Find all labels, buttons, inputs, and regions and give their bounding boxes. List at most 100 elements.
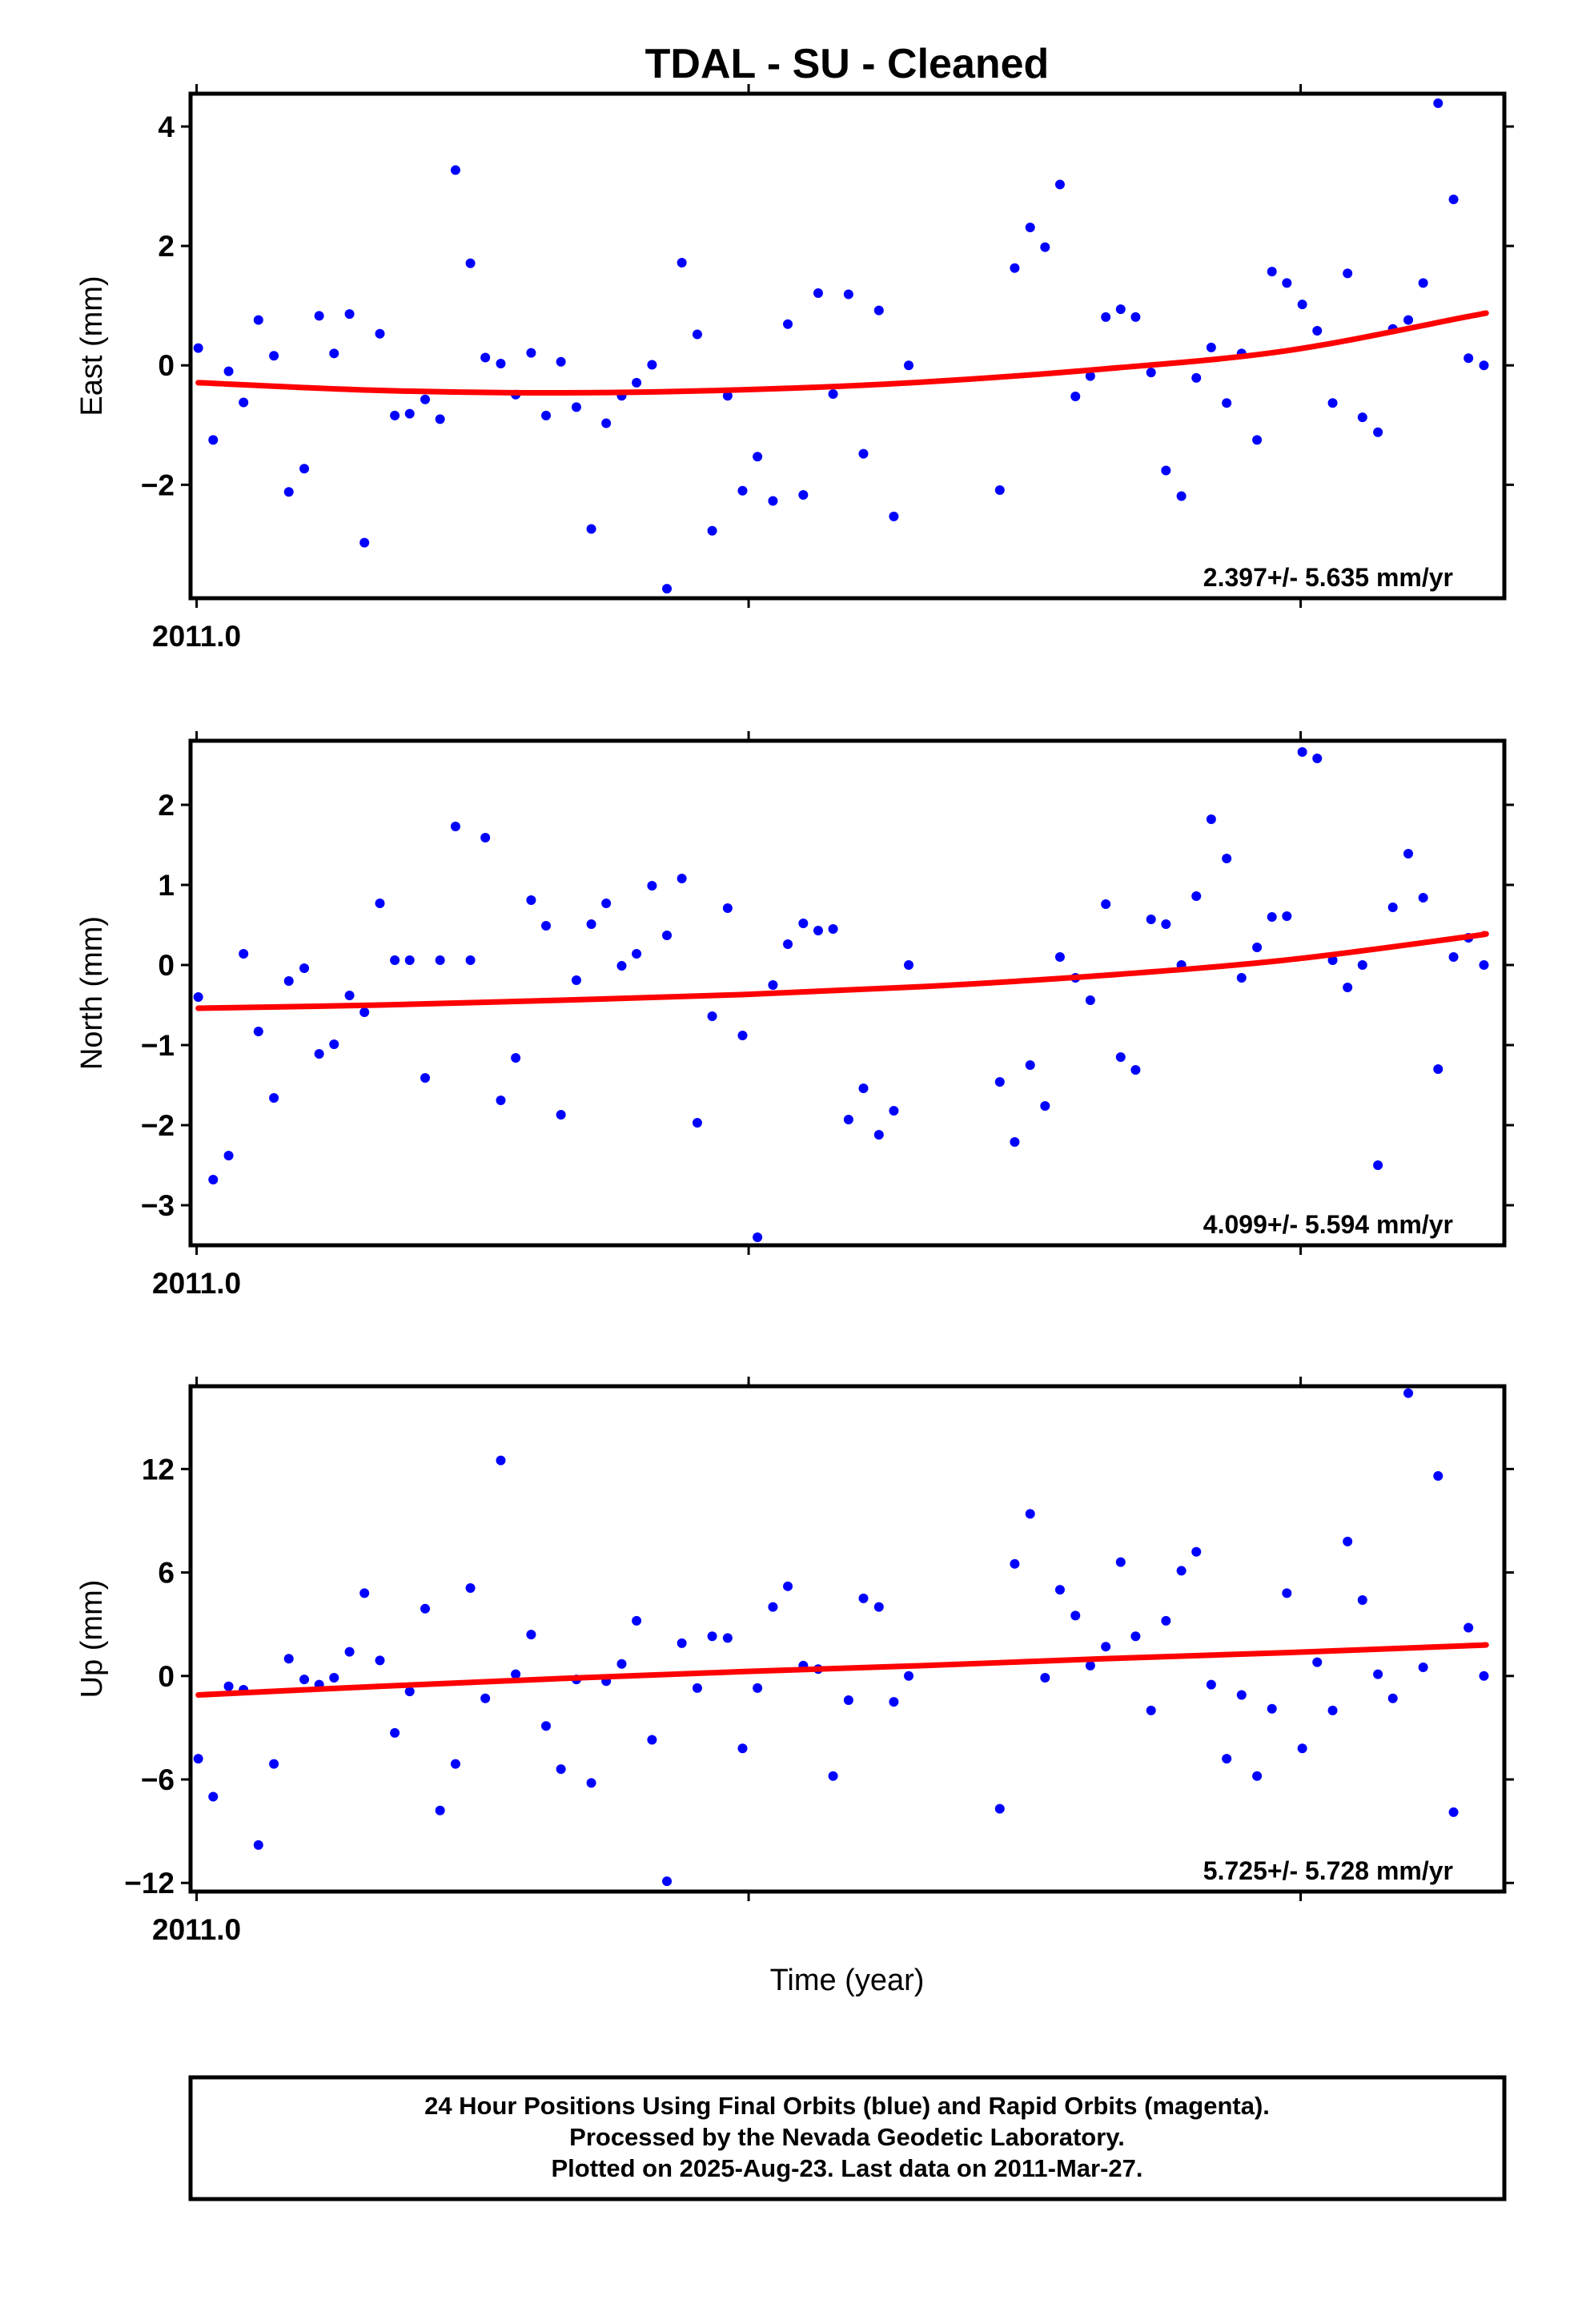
up-data-point: [526, 1630, 536, 1640]
north-x-tick-label: 2011.0: [152, 1267, 241, 1300]
north-data-point: [1267, 912, 1277, 922]
east-data-point: [1085, 371, 1095, 381]
east-data-point: [873, 305, 884, 316]
north-fit-line: [195, 931, 1489, 1011]
east-data-point: [450, 165, 460, 175]
north-data-point: [253, 1027, 263, 1036]
north-data-point: [586, 919, 596, 929]
east-data-point: [753, 452, 763, 462]
up-data-point: [828, 1771, 838, 1781]
east-panel: −2 0 2 4 2011.0 East (mm) 2.397+/- 5.635 mm/yr: [75, 84, 1514, 653]
east-data-point: [420, 394, 431, 404]
footer-line-1: 24 Hour Positions Using Final Orbits (bl…: [424, 2092, 1270, 2120]
east-data-point: [677, 257, 687, 267]
up-data-point: [904, 1671, 914, 1681]
up-data-point: [450, 1759, 460, 1769]
east-data-point: [404, 408, 415, 419]
north-data-point: [858, 1084, 869, 1093]
up-data-point: [1176, 1566, 1186, 1576]
east-data-point: [1146, 368, 1156, 378]
up-data-point: [556, 1764, 566, 1775]
up-y-axis-label: Up (mm): [75, 1580, 109, 1699]
east-data-point: [1115, 304, 1126, 315]
east-fit-line: [195, 310, 1489, 396]
up-data-point: [1403, 1388, 1414, 1398]
north-data-point: [480, 833, 491, 842]
north-y-tick-label: −2: [141, 1109, 175, 1142]
north-data-point: [1236, 973, 1247, 983]
east-data-point: [1252, 435, 1263, 445]
north-data-point: [329, 1039, 339, 1049]
up-data-point: [390, 1727, 400, 1738]
up-data-point: [1479, 1671, 1489, 1681]
up-data-point: [1387, 1693, 1398, 1703]
up-data-point: [1297, 1743, 1307, 1754]
north-data-point: [223, 1151, 234, 1160]
east-x-tick-label: 2011.0: [152, 620, 241, 653]
up-data-point: [208, 1791, 219, 1802]
east-data-point: [1282, 278, 1292, 288]
up-data-point: [1418, 1663, 1428, 1673]
east-data-point: [1070, 392, 1081, 401]
north-data-point: [828, 924, 838, 934]
north-data-point: [798, 919, 809, 928]
north-data-point: [1101, 899, 1111, 909]
east-data-point: [223, 366, 234, 376]
east-data-point: [359, 537, 370, 548]
footer-box: 24 Hour Positions Using Final Orbits (bl…: [188, 2075, 1507, 2201]
north-data-point: [239, 949, 249, 959]
up-data-point: [1448, 1807, 1459, 1817]
east-data-point: [299, 464, 310, 474]
north-data-point: [889, 1106, 899, 1116]
up-data-point: [858, 1593, 869, 1603]
east-data-point: [1403, 315, 1414, 325]
east-data-point: [541, 410, 552, 420]
east-data-point: [1040, 242, 1050, 252]
east-y-axis-label: East (mm): [75, 275, 109, 416]
north-frame: [188, 738, 1507, 1248]
up-panel: −12 −6 0 6 12 2011.0 Up (mm) 5.725+/- 5.728 mm/…: [75, 1377, 1514, 1946]
north-data-point: [647, 881, 657, 891]
north-data-point: [722, 903, 733, 913]
up-data-point: [647, 1735, 657, 1745]
up-data-point: [1357, 1595, 1367, 1606]
east-data-point: [526, 348, 536, 358]
up-y-tick-label: 12: [142, 1453, 175, 1486]
north-data-point: [390, 955, 400, 965]
up-y-tick-label: 0: [158, 1660, 175, 1693]
up-data-point: [1130, 1631, 1141, 1642]
north-data-point: [1085, 995, 1095, 1005]
up-data-point: [404, 1687, 415, 1697]
up-data-point: [1040, 1672, 1050, 1683]
north-data-point: [435, 955, 445, 965]
up-data-point: [873, 1602, 884, 1612]
up-data-point: [1054, 1585, 1065, 1595]
up-data-point: [783, 1581, 793, 1591]
up-data-point: [889, 1697, 899, 1707]
east-data-point: [1176, 491, 1186, 501]
east-y-tick-label: −2: [141, 468, 175, 501]
up-data-point: [1025, 1509, 1035, 1519]
north-data-point: [193, 992, 203, 1002]
up-data-point: [299, 1675, 310, 1685]
north-y-tick-label: −1: [141, 1029, 175, 1062]
north-y-tick-label: 1: [158, 869, 175, 902]
north-data-point: [1297, 747, 1307, 757]
north-data-point: [283, 976, 294, 986]
north-data-point: [359, 1007, 370, 1017]
up-data-point: [1252, 1771, 1263, 1781]
east-data-point: [465, 258, 476, 268]
east-data-point: [1312, 325, 1323, 336]
up-data-point: [511, 1669, 521, 1679]
north-data-point: [1357, 960, 1367, 970]
east-data-point: [344, 309, 355, 320]
east-data-point: [632, 377, 642, 388]
up-data-point: [1161, 1615, 1171, 1626]
east-data-point: [1025, 223, 1035, 233]
east-data-point: [1448, 194, 1459, 204]
up-data-point: [1206, 1679, 1216, 1690]
east-data-point: [1464, 353, 1474, 364]
up-data-point: [1101, 1642, 1111, 1652]
north-data-point: [1191, 891, 1202, 901]
north-data-point: [783, 939, 793, 949]
